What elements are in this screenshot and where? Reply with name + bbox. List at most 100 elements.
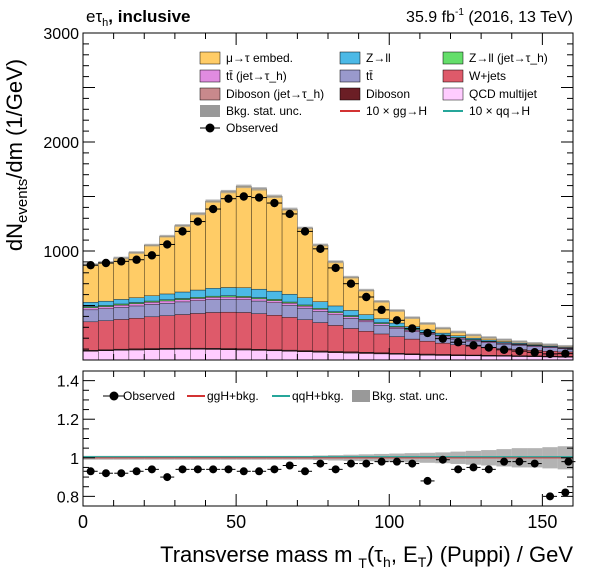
stack-bar-mutau xyxy=(297,227,313,298)
stack-bar-mutau xyxy=(235,186,252,288)
stack-bar-tt xyxy=(251,300,267,314)
observed-points xyxy=(83,192,573,359)
stack-bar-tt_jet xyxy=(281,302,298,306)
stack-bar-zll xyxy=(327,305,344,312)
stat-unc-bin xyxy=(343,275,359,279)
stack-bar-zll xyxy=(128,297,145,303)
legend-swatch-zll_jet xyxy=(442,51,464,65)
stack-bar-tt_jet xyxy=(297,305,313,309)
stat-unc-bin xyxy=(205,199,221,203)
ratio-y-tick-label: 1 xyxy=(70,451,79,468)
stack-bar-wjets xyxy=(297,319,313,351)
stack-bar-zll_jet xyxy=(190,297,206,299)
stack-bar-tt_jet xyxy=(113,304,130,308)
stack-bar-qcd xyxy=(266,350,283,361)
observed-point xyxy=(147,251,157,260)
stack-bar-wjets xyxy=(235,312,252,349)
legend-swatch-qcd xyxy=(442,87,464,101)
ratio-observed-point xyxy=(285,461,294,470)
stack-bar-qcd xyxy=(159,349,176,361)
stat-unc-bin xyxy=(128,251,145,254)
legend-swatch-mutau xyxy=(199,51,221,65)
ratio-observed-point xyxy=(392,457,401,466)
legend-label-zll_jet: Z→ll (jet→τ_h) xyxy=(469,51,548,65)
observed-point xyxy=(331,263,340,273)
stack-bar-tt xyxy=(159,303,176,316)
stack-bar-tt xyxy=(113,307,130,320)
y-tick-label: 3000 xyxy=(43,26,79,43)
stack-bar-tt_jet xyxy=(358,319,375,323)
stack-bar-tt xyxy=(82,309,99,323)
ratio-y-tick-label: 1.4 xyxy=(57,374,79,391)
y-axis-title: dNevents/dm (1/GeV) xyxy=(2,59,31,251)
stack-bar-wjets xyxy=(281,317,298,351)
stat-unc-bin xyxy=(450,330,466,334)
stack-bar-wjets xyxy=(389,336,405,354)
stack-bar-tt xyxy=(312,311,329,323)
legend-label-vv: Diboson xyxy=(366,87,410,101)
legend-label-mutau: μ→τ embed. xyxy=(226,51,293,65)
stack-bar-tt_jet xyxy=(190,298,206,301)
observed-point xyxy=(208,204,218,214)
stack-bar-wjets xyxy=(343,328,359,352)
stack-bar-qcd xyxy=(174,349,191,361)
observed-point xyxy=(101,258,111,268)
stat-unc-bin xyxy=(481,336,497,339)
stack-bar-qcd xyxy=(327,352,344,361)
stack-bar-zll xyxy=(251,288,267,298)
legend-swatch-vv xyxy=(339,87,361,101)
stack-bar-tt xyxy=(404,331,421,340)
ratio-signal-lines xyxy=(83,456,573,459)
stat-unc-bin xyxy=(174,224,191,227)
stack-bar-wjets xyxy=(220,311,237,349)
y-tick-label: 1000 xyxy=(43,244,79,261)
ratio-legend-swatch-unc xyxy=(352,390,370,402)
stat-unc-bin xyxy=(144,243,160,247)
legend-swatch-unc xyxy=(200,105,220,117)
stat-unc-bin xyxy=(511,340,528,343)
stat-unc-bin xyxy=(358,288,374,292)
stack-bar-tt xyxy=(281,305,298,318)
observed-point xyxy=(254,193,264,202)
stack-bar-zll xyxy=(98,300,114,306)
ratio-y-tick-label: 0.8 xyxy=(57,489,79,506)
stack-bar-zll_jet xyxy=(205,295,221,298)
observed-point xyxy=(484,343,493,352)
stack-bar-qcd xyxy=(389,354,405,361)
stat-unc-bin xyxy=(435,326,451,330)
stack-bar-qcd xyxy=(419,354,436,361)
stack-bar-tt xyxy=(343,318,359,329)
stat-unc-bin xyxy=(236,184,252,189)
stat-unc-bin xyxy=(419,322,436,325)
stack-bar-tt_jet xyxy=(220,296,237,300)
ratio-observed-point xyxy=(147,465,156,474)
legend-ratio: Observed ggH+bkg. qqH+bkg. Bkg. stat. unc. xyxy=(103,389,448,403)
ratio-observed-point xyxy=(346,459,355,468)
x-tick-label: 100 xyxy=(374,512,404,532)
stack-bar-qcd xyxy=(205,349,221,361)
stack-bar-qcd xyxy=(144,349,160,361)
stack-bar-tt_jet xyxy=(205,297,221,300)
stack-bar-mutau xyxy=(266,196,283,292)
legend-label-qcd: QCD multijet xyxy=(469,87,538,101)
stack-bar-tt_jet xyxy=(82,307,99,311)
ratio-observed-point xyxy=(530,459,539,468)
stack-bar-wjets xyxy=(82,321,99,351)
legend-label-qqh: 10 × qq→H xyxy=(469,104,530,118)
legend-swatch-tt_jet xyxy=(199,69,221,83)
stack-bar-wjets xyxy=(312,322,329,352)
stack-bar-zll xyxy=(205,288,221,297)
stat-unc-bin xyxy=(328,260,344,264)
ratio-legend-marker-obs xyxy=(109,391,119,401)
stack-bar-tt_jet xyxy=(159,300,176,304)
stack-bar-wjets xyxy=(251,313,267,350)
ratio-legend-label-qqh: qqH+bkg. xyxy=(292,389,344,403)
ratio-observed-point xyxy=(454,465,463,474)
ratio-y-ticks: 0.8 1 1.2 1.4 xyxy=(57,374,573,506)
stack-bar-tt_jet xyxy=(144,301,160,305)
stack-bar-tt xyxy=(266,302,283,316)
stat-unc-bin xyxy=(190,212,206,216)
stack-bar-tt xyxy=(358,321,375,332)
stack-bar-wjets xyxy=(327,325,344,352)
